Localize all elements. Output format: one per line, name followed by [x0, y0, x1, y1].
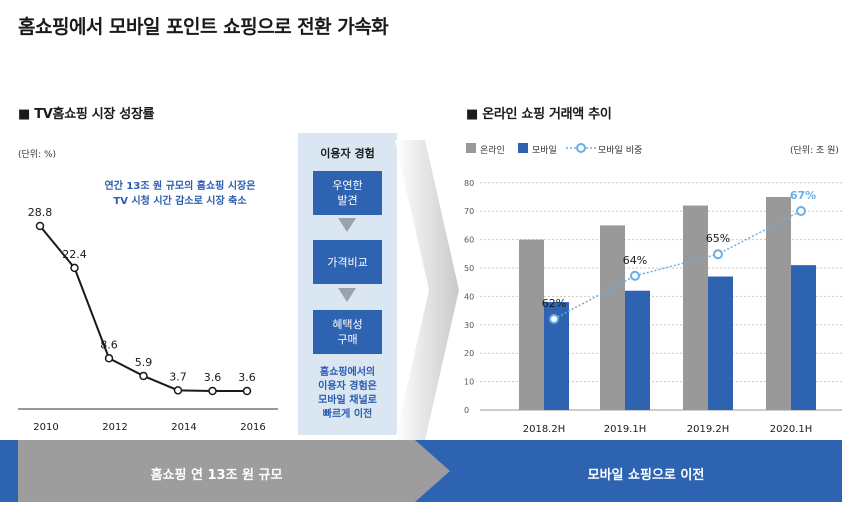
- tv-growth-point: [35, 221, 45, 231]
- legend-online-label: 온라인: [480, 146, 505, 156]
- tv-growth-x-tick: 2010: [33, 422, 58, 433]
- step-label-line1: 혜택성: [332, 318, 363, 331]
- arrow-down-icon: [338, 288, 356, 302]
- legend-mobile-swatch: [518, 143, 528, 153]
- mobile-ratio-line: [553, 210, 802, 320]
- tv-growth-data-label: 3.6: [204, 371, 222, 384]
- right-chart-y-tick: 0: [464, 406, 469, 415]
- footer-line: 홈쇼핑에서의: [319, 367, 376, 378]
- mobile-ratio-point: [549, 314, 559, 324]
- right-chart-y-tick: 30: [464, 321, 474, 330]
- legend-mobile-label: 모바일: [532, 146, 557, 156]
- mobile-bar: [791, 265, 816, 410]
- tv-growth-point: [104, 354, 114, 363]
- tv-growth-point: [70, 263, 79, 273]
- step-label-line2: 구매: [337, 333, 358, 346]
- online-bar: [683, 205, 708, 410]
- left-chart-title-text: TV홈쇼핑 시장 성장률: [34, 107, 155, 122]
- right-chart-y-tick: 80: [464, 179, 474, 188]
- legend-online-swatch: [466, 143, 476, 153]
- square-bullet-icon: ■: [466, 107, 478, 122]
- mobile-bar: [625, 290, 650, 410]
- step-box-benefit-purchase: 혜택성 구매: [313, 310, 382, 354]
- left-chart-title: ■ TV홈쇼핑 시장 성장률: [18, 103, 155, 122]
- mobile-ratio-label: 67%: [790, 189, 816, 202]
- right-chart-y-tick: 70: [464, 207, 474, 216]
- tv-growth-point: [139, 371, 148, 381]
- tv-growth-data-label: 8.6: [100, 338, 118, 351]
- square-bullet-icon: ■: [18, 107, 30, 122]
- left-chart-annotation: 연간 13조 원 규모의 홈쇼핑 시장은 TV 시청 시간 감소로 시장 축소: [60, 179, 300, 209]
- tv-growth-x-tick: 2012: [102, 422, 127, 433]
- right-chart-x-tick: 2019.2H: [687, 424, 730, 435]
- right-chart-title-text: 온라인 쇼핑 거래액 추이: [482, 107, 612, 122]
- tv-growth-data-label: 5.9: [135, 356, 153, 369]
- tv-growth-point: [173, 386, 183, 395]
- right-chart-y-tick: 50: [464, 264, 474, 273]
- online-bar: [766, 197, 791, 410]
- mobile-ratio-label: 62%: [542, 297, 566, 310]
- step-label-line2: 발견: [337, 194, 358, 207]
- mobile-ratio-point: [713, 249, 723, 260]
- banner-right-text: 모바일 쇼핑으로 이전: [587, 468, 705, 483]
- tv-growth-data-label: 3.6: [238, 371, 256, 384]
- left-chart-unit: (단위: %): [18, 150, 57, 160]
- user-experience-footer: 홈쇼핑에서의 이용자 경험은 모바일 채널로 빠르게 이전: [298, 366, 397, 422]
- banner-left-text: 홈쇼핑 연 13조 원 규모: [150, 468, 283, 483]
- step-box-price-compare: 가격비교: [313, 240, 382, 284]
- step-box-discovery: 우연한 발견: [313, 171, 382, 215]
- tv-growth-data-label: 28.8: [28, 206, 53, 219]
- bottom-banner: [0, 440, 842, 502]
- footer-line: 빠르게 이전: [322, 409, 373, 420]
- right-chart-y-tick: 10: [464, 378, 474, 387]
- right-chart-x-tick: 2019.1H: [604, 424, 647, 435]
- annotation-line-1: 연간 13조 원 규모의 홈쇼핑 시장은: [104, 181, 256, 192]
- page-title: 홈쇼핑에서 모바일 포인트 쇼핑으로 전환 가속화: [18, 16, 389, 38]
- annotation-line-2: TV 시청 시간 감소로 시장 축소: [113, 196, 247, 207]
- footer-line: 모바일 채널로: [318, 395, 377, 406]
- legend-ratio-label: 모바일 비중: [598, 146, 643, 156]
- right-chart-y-tick: 60: [464, 236, 474, 245]
- right-chart-y-tick: 40: [464, 292, 474, 301]
- transition-chevron-icon: [395, 140, 459, 440]
- tv-growth-data-label: 3.7: [169, 370, 187, 383]
- mobile-bar: [708, 276, 733, 410]
- mobile-ratio-point: [796, 206, 806, 216]
- right-chart-unit: (단위: 조 원): [790, 146, 839, 156]
- right-chart-x-tick: 2020.1H: [770, 424, 813, 435]
- mobile-ratio-label: 64%: [623, 254, 647, 267]
- tv-growth-point: [208, 386, 217, 396]
- online-bar: [600, 225, 625, 410]
- online-bar: [519, 239, 544, 410]
- right-chart-y-tick: 20: [464, 349, 474, 358]
- tv-growth-data-label: 22.4: [62, 248, 87, 261]
- right-chart-x-tick: 2018.2H: [523, 424, 566, 435]
- arrow-down-icon: [338, 218, 356, 232]
- mobile-ratio-label: 65%: [706, 232, 730, 245]
- tv-growth-x-tick: 2014: [171, 422, 196, 433]
- tv-growth-x-tick: 2016: [240, 422, 265, 433]
- tv-growth-point: [242, 386, 252, 396]
- legend-ratio-swatch: [566, 143, 596, 153]
- step-label-line1: 가격비교: [327, 255, 368, 269]
- user-experience-header: 이용자 경험: [320, 147, 375, 160]
- right-chart-title: ■ 온라인 쇼핑 거래액 추이: [466, 103, 612, 122]
- step-label-line1: 우연한: [332, 179, 363, 192]
- mobile-ratio-point: [630, 270, 640, 281]
- footer-line: 이용자 경험은: [318, 381, 377, 392]
